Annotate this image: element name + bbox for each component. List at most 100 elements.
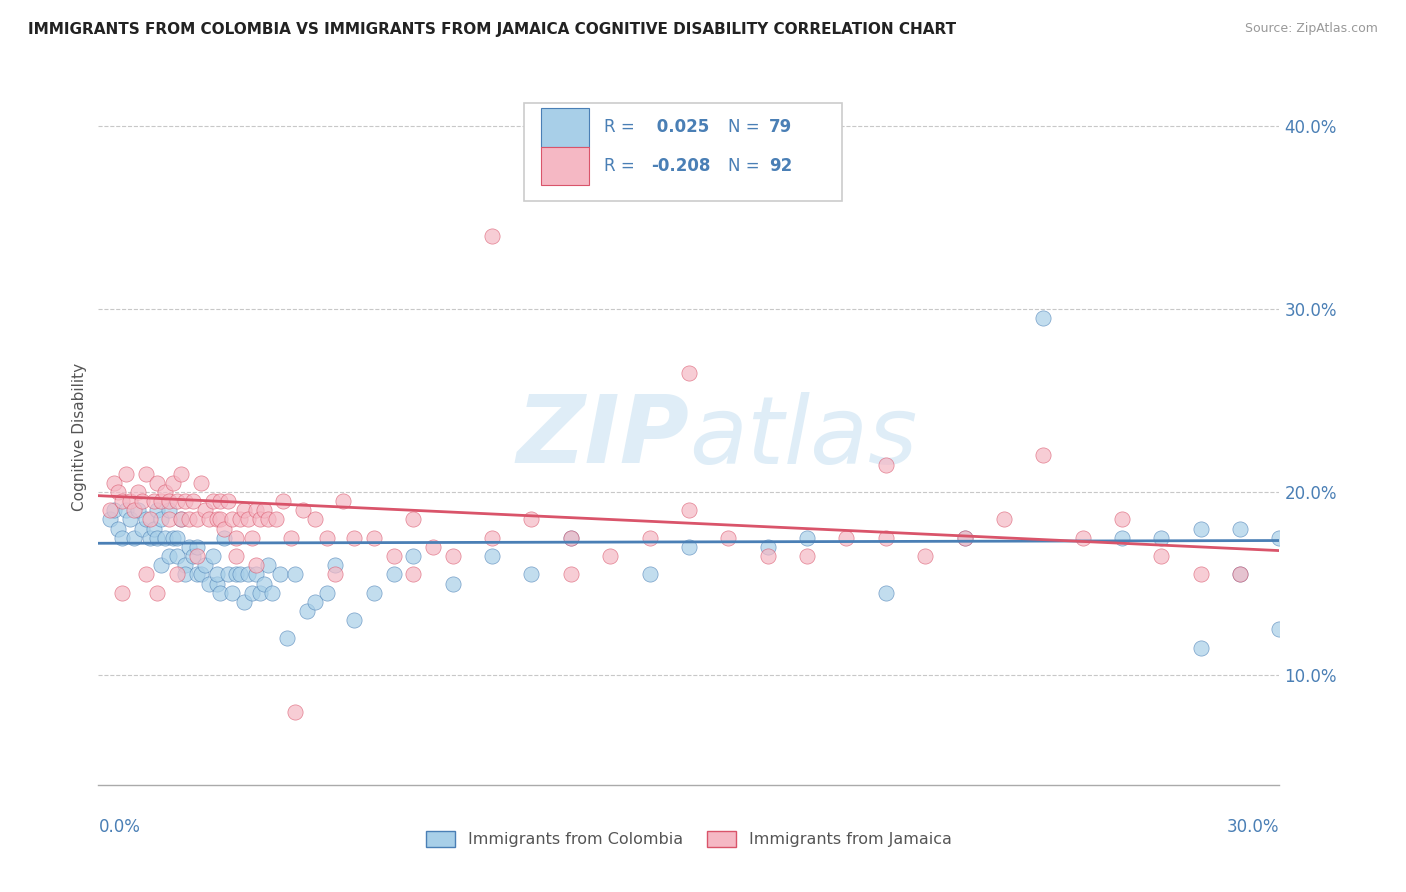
Point — [98, 512, 121, 526]
Point — [111, 531, 134, 545]
Point — [177, 540, 200, 554]
Point — [323, 558, 346, 573]
Point — [236, 567, 259, 582]
Text: Source: ZipAtlas.com: Source: ZipAtlas.com — [1244, 22, 1378, 36]
Point — [201, 494, 224, 508]
Point — [1150, 549, 1173, 563]
Point — [170, 467, 193, 481]
FancyBboxPatch shape — [523, 103, 842, 201]
Point — [796, 531, 818, 545]
Point — [240, 531, 263, 545]
Point — [162, 475, 184, 490]
Point — [295, 604, 318, 618]
Point — [197, 576, 219, 591]
Text: 92: 92 — [769, 157, 793, 175]
Point — [186, 549, 208, 563]
Point — [150, 512, 173, 526]
Point — [249, 585, 271, 599]
Point — [756, 549, 779, 563]
Point — [107, 485, 129, 500]
Point — [599, 549, 621, 563]
Point — [181, 549, 204, 563]
Point — [1189, 640, 1212, 655]
Point — [638, 567, 661, 582]
Point — [233, 595, 256, 609]
Point — [225, 549, 247, 563]
Point — [138, 531, 160, 545]
Point — [209, 494, 232, 508]
Point — [1111, 512, 1133, 526]
Point — [205, 576, 228, 591]
Point — [181, 494, 204, 508]
Point — [229, 512, 252, 526]
Point — [292, 503, 315, 517]
Point — [560, 567, 582, 582]
Point — [190, 475, 212, 490]
Point — [194, 558, 217, 573]
Point — [253, 576, 276, 591]
Point — [157, 512, 180, 526]
Point — [197, 512, 219, 526]
Point — [115, 467, 138, 481]
Text: R =: R = — [605, 157, 640, 175]
Point — [441, 549, 464, 563]
Point — [402, 567, 425, 582]
Point — [135, 567, 157, 582]
Point — [122, 503, 145, 517]
Point — [953, 531, 976, 545]
Point — [146, 503, 169, 517]
Point — [953, 531, 976, 545]
Point — [122, 787, 145, 801]
Point — [221, 585, 243, 599]
Y-axis label: Cognitive Disability: Cognitive Disability — [72, 363, 87, 511]
Point — [520, 512, 543, 526]
Point — [233, 503, 256, 517]
Text: 79: 79 — [769, 119, 793, 136]
Point — [1111, 531, 1133, 545]
Point — [382, 567, 405, 582]
Point — [217, 567, 239, 582]
Point — [221, 512, 243, 526]
Point — [225, 567, 247, 582]
Point — [127, 503, 149, 517]
Point — [1071, 531, 1094, 545]
Point — [560, 531, 582, 545]
Point — [146, 475, 169, 490]
Point — [284, 705, 307, 719]
Point — [441, 576, 464, 591]
Point — [170, 512, 193, 526]
Point — [256, 512, 278, 526]
Point — [131, 494, 153, 508]
Point — [166, 494, 188, 508]
Point — [135, 512, 157, 526]
Point — [150, 494, 173, 508]
Point — [146, 585, 169, 599]
Point — [756, 540, 779, 554]
Point — [177, 512, 200, 526]
Point — [402, 549, 425, 563]
Text: IMMIGRANTS FROM COLOMBIA VS IMMIGRANTS FROM JAMAICA COGNITIVE DISABILITY CORRELA: IMMIGRANTS FROM COLOMBIA VS IMMIGRANTS F… — [28, 22, 956, 37]
Point — [201, 549, 224, 563]
Text: 0.0%: 0.0% — [98, 818, 141, 836]
Point — [269, 567, 291, 582]
Point — [1032, 311, 1054, 326]
Point — [186, 540, 208, 554]
Point — [280, 531, 302, 545]
Point — [209, 512, 232, 526]
Point — [174, 567, 197, 582]
FancyBboxPatch shape — [541, 146, 589, 185]
Point — [875, 531, 897, 545]
Point — [264, 512, 287, 526]
Point — [481, 531, 503, 545]
Point — [323, 567, 346, 582]
Point — [520, 567, 543, 582]
Point — [1150, 531, 1173, 545]
Point — [166, 531, 188, 545]
Point — [343, 613, 366, 627]
Point — [236, 512, 259, 526]
Point — [835, 531, 858, 545]
Point — [382, 549, 405, 563]
Point — [363, 531, 385, 545]
Point — [256, 558, 278, 573]
Point — [190, 567, 212, 582]
